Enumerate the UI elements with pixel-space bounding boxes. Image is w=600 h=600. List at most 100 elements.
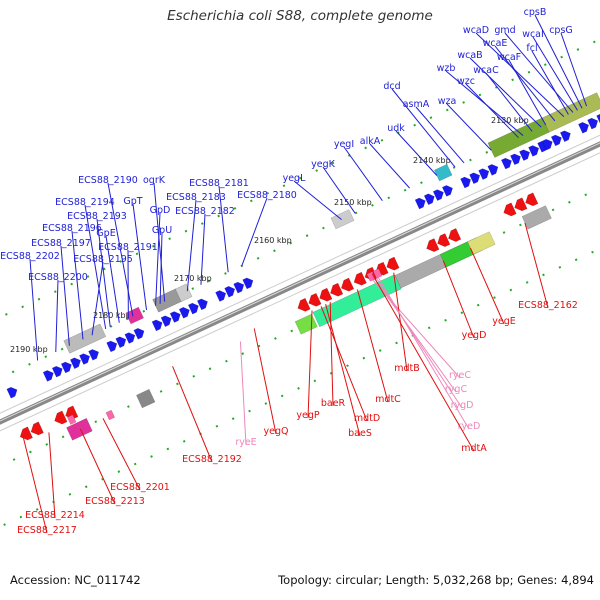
gene-label-mdtb: mdtB — [394, 363, 420, 374]
gene-label-gpt: GpT — [123, 196, 142, 207]
reverse-gene — [353, 271, 367, 286]
gene-label-ecs88_2217: ECS88_2217 — [17, 525, 77, 536]
gene-label-ecs88_2183: ECS88_2183 — [166, 192, 226, 203]
label-leader-line — [371, 273, 475, 452]
gene-label-yege: yegE — [492, 316, 516, 327]
gene-label-ecs88_2197: ECS88_2197 — [31, 238, 91, 249]
label-leader-line — [485, 72, 533, 132]
label-leader-line — [322, 166, 356, 214]
label-leader-line — [29, 258, 39, 361]
gene-label-ecs88_2195: ECS88_2195 — [73, 254, 133, 265]
track-guide-dots — [3, 247, 600, 526]
forward-gene — [51, 365, 63, 378]
gene-label-ecs88_2182: ECS88_2182 — [175, 206, 235, 217]
forward-gene — [432, 189, 444, 201]
operon-block — [136, 388, 156, 409]
gene-label-rygd: rygD — [451, 400, 474, 411]
label-leader-line — [105, 235, 120, 323]
reverse-gene — [330, 282, 344, 297]
reverse-gene — [54, 410, 68, 425]
tick-label: 2140 kbp — [413, 156, 451, 165]
forward-gene — [578, 122, 590, 134]
label-leader-line — [469, 57, 542, 128]
gene-label-alka: alkA — [360, 136, 381, 147]
gene-label-wcad: wcaD — [463, 25, 489, 36]
label-leader-line — [494, 45, 556, 122]
forward-gene — [441, 185, 453, 197]
gene-label-wcab: wcaB — [457, 50, 482, 61]
forward-gene — [587, 117, 599, 130]
tick-label: 2190 kbp — [10, 345, 48, 354]
rna-gene — [105, 409, 116, 421]
forward-gene — [559, 130, 571, 143]
reverse-gene — [297, 297, 311, 312]
label-leader-line — [470, 247, 505, 325]
tick-label: 2150 kbp — [334, 198, 372, 207]
label-leader-line — [253, 328, 277, 435]
reverse-gene — [30, 421, 44, 436]
label-leader-line — [415, 106, 465, 164]
gene-label-gpe: GpE — [96, 228, 115, 239]
gene-label-ecs88_2202: ECS88_2202 — [0, 251, 60, 262]
gene-label-asma: asmA — [403, 99, 430, 110]
gene-label-mdtc: mdtC — [375, 394, 401, 405]
gene-label-ecs88_2193: ECS88_2193 — [67, 211, 127, 222]
forward-gene — [6, 386, 18, 399]
forward-gene — [550, 134, 562, 147]
forward-gene — [487, 164, 499, 176]
label-leader-line — [239, 341, 247, 446]
operon-block — [294, 313, 318, 335]
gene-label-ecs88_2180: ECS88_2180 — [237, 190, 297, 201]
gene-label-wcaf: wcaF — [497, 52, 521, 63]
forward-gene — [79, 353, 91, 365]
tick-label: 2170 kbp — [174, 274, 212, 283]
gene-label-ecs88_2162: ECS88_2162 — [518, 300, 578, 311]
forward-gene — [124, 332, 136, 344]
reverse-gene — [448, 228, 462, 242]
forward-gene — [106, 340, 118, 353]
label-leader-line — [465, 83, 519, 139]
label-leader-line — [377, 277, 470, 430]
label-leader-line — [531, 50, 569, 115]
label-leader-line — [376, 278, 463, 409]
gene-label-ryee: ryeE — [235, 437, 256, 448]
forward-gene — [60, 361, 72, 374]
gene-label-ecs88_2201: ECS88_2201 — [110, 482, 170, 493]
label-leader-line — [307, 310, 313, 419]
rna-gene — [66, 414, 77, 425]
label-leader-line — [96, 218, 111, 327]
track-line — [0, 134, 600, 414]
label-leader-line — [241, 197, 268, 267]
gene-label-wzc: wzc — [457, 76, 475, 87]
forward-gene — [528, 145, 540, 157]
label-leader-line — [48, 432, 56, 519]
label-leader-line — [391, 88, 456, 168]
gene-label-ryed: ryeD — [458, 421, 481, 432]
label-leader-line — [172, 366, 213, 463]
operon-block — [66, 417, 93, 441]
operon-block — [152, 288, 183, 313]
label-leader-line — [159, 232, 163, 304]
gene-label-cpsb: cpsB — [524, 7, 547, 18]
gene-label-mdtd: mdtD — [354, 413, 380, 424]
forward-gene — [242, 277, 254, 290]
forward-gene — [469, 172, 481, 185]
label-leader-line — [293, 180, 342, 221]
gene-label-gpu: GpU — [152, 225, 172, 236]
label-leader-line — [55, 279, 59, 353]
rna-gene — [372, 268, 383, 279]
forward-gene — [478, 168, 490, 180]
track-line — [0, 152, 600, 432]
label-leader-line — [132, 203, 148, 311]
label-leader-line — [107, 182, 134, 317]
gene-label-mdta: mdtA — [461, 443, 487, 454]
label-leader-line — [102, 418, 141, 491]
operon-block — [330, 209, 355, 230]
label-leader-line — [446, 103, 492, 151]
forward-gene — [224, 286, 236, 298]
operon-block — [467, 231, 496, 255]
label-leader-line — [504, 32, 574, 113]
reverse-gene — [437, 233, 451, 247]
operon-block — [63, 323, 107, 354]
